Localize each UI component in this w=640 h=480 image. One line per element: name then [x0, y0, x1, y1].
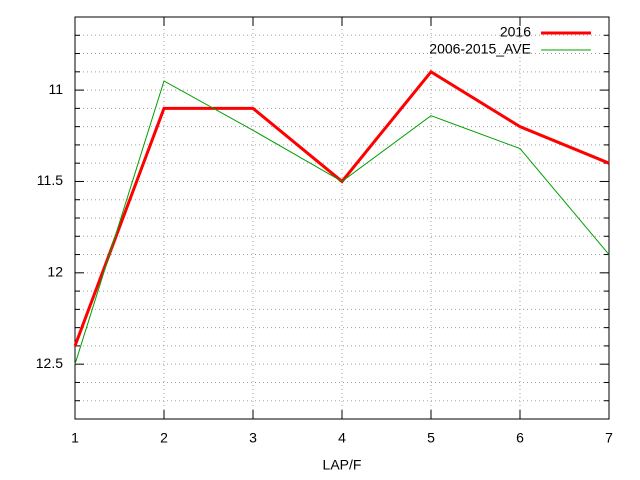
y-tick-label: 12.5 [36, 355, 63, 371]
x-tick-label: 1 [71, 430, 79, 446]
x-tick-label: 5 [427, 430, 435, 446]
x-axis-label: LAP/F [323, 457, 362, 473]
y-tick-label: 11.5 [37, 172, 63, 188]
legend-label: 2006-2015_AVE [429, 41, 531, 57]
x-tick-label: 2 [160, 430, 168, 446]
x-tick-label: 3 [249, 430, 257, 446]
plot-border [74, 16, 610, 420]
y-tick-label: 12 [47, 264, 63, 280]
x-tick-label: 6 [516, 430, 524, 446]
line [74, 80, 610, 365]
x-tick-label: 4 [338, 430, 346, 446]
legend-label: 2016 [500, 24, 531, 40]
y-tick-label: 11 [48, 81, 63, 97]
x-tick-label: 7 [605, 430, 613, 446]
